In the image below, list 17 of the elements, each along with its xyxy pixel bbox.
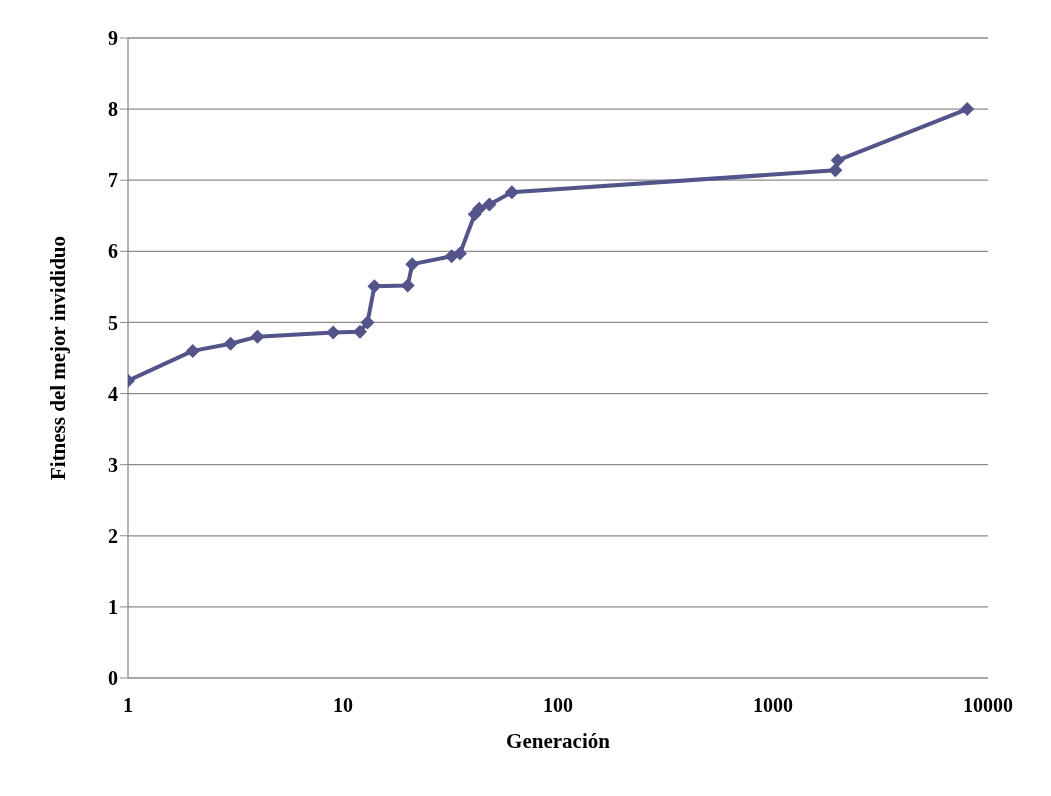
y-tick-label: 0	[108, 667, 118, 690]
y-tick-label: 8	[108, 98, 118, 121]
y-tick-label: 5	[108, 311, 118, 334]
x-tick-label: 1000	[753, 694, 793, 717]
y-tick-label: 2	[108, 524, 118, 547]
y-tick-label: 6	[108, 240, 118, 263]
x-tick-label: 1	[123, 694, 133, 717]
x-tick-label: 10000	[963, 694, 1013, 717]
y-tick-label: 1	[108, 595, 118, 618]
y-axis-title: Fitness del mejor invididuo	[46, 235, 71, 481]
x-tick-label: 100	[543, 694, 573, 717]
y-tick-label: 3	[108, 453, 118, 476]
x-tick-label: 10	[333, 694, 353, 717]
x-axis-title: Generación	[506, 729, 611, 753]
y-tick-label: 4	[108, 382, 118, 405]
y-tick-label: 7	[108, 169, 118, 192]
y-tick-label: 9	[108, 27, 118, 50]
